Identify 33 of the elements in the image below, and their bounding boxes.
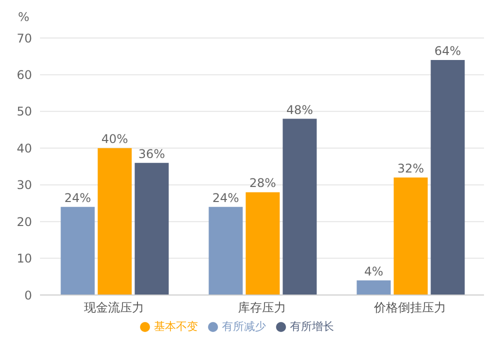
data-label: 64%	[434, 44, 462, 58]
bar	[246, 192, 280, 295]
y-tick-label: 70	[16, 31, 32, 46]
data-label: 40%	[101, 132, 128, 146]
x-tick-label: 库存压力	[238, 300, 286, 315]
bar	[208, 206, 243, 295]
data-label: 48%	[286, 102, 314, 117]
y-tick-label: 20	[16, 214, 32, 229]
bar	[394, 178, 428, 295]
data-label: 32%	[397, 162, 424, 176]
bar	[60, 206, 95, 295]
y-tick-label: 50	[16, 104, 32, 119]
y-tick-label: 30	[16, 178, 32, 192]
legend-label: 有所减少	[222, 320, 266, 333]
bar	[356, 280, 391, 295]
data-label: 28%	[249, 176, 276, 190]
x-tick-label: 价格倒挂压力	[373, 300, 446, 315]
bar	[134, 162, 169, 295]
y-tick-label: 10	[16, 252, 32, 266]
x-tick-label: 现金流压力	[84, 300, 144, 315]
legend-label: 有所增长	[290, 320, 334, 333]
y-axis-title: %	[18, 10, 30, 24]
data-label: 4%	[364, 264, 384, 278]
data-label: 36%	[138, 146, 166, 161]
data-label: 24%	[64, 190, 92, 205]
data-label: 24%	[212, 190, 240, 205]
bar	[282, 118, 317, 295]
bar	[98, 148, 132, 295]
y-tick-label: 40	[16, 141, 32, 156]
bar	[430, 60, 465, 295]
legend-label: 基本不变	[154, 320, 198, 333]
y-tick-label: 0	[24, 288, 32, 302]
y-tick-label: 60	[16, 68, 32, 82]
